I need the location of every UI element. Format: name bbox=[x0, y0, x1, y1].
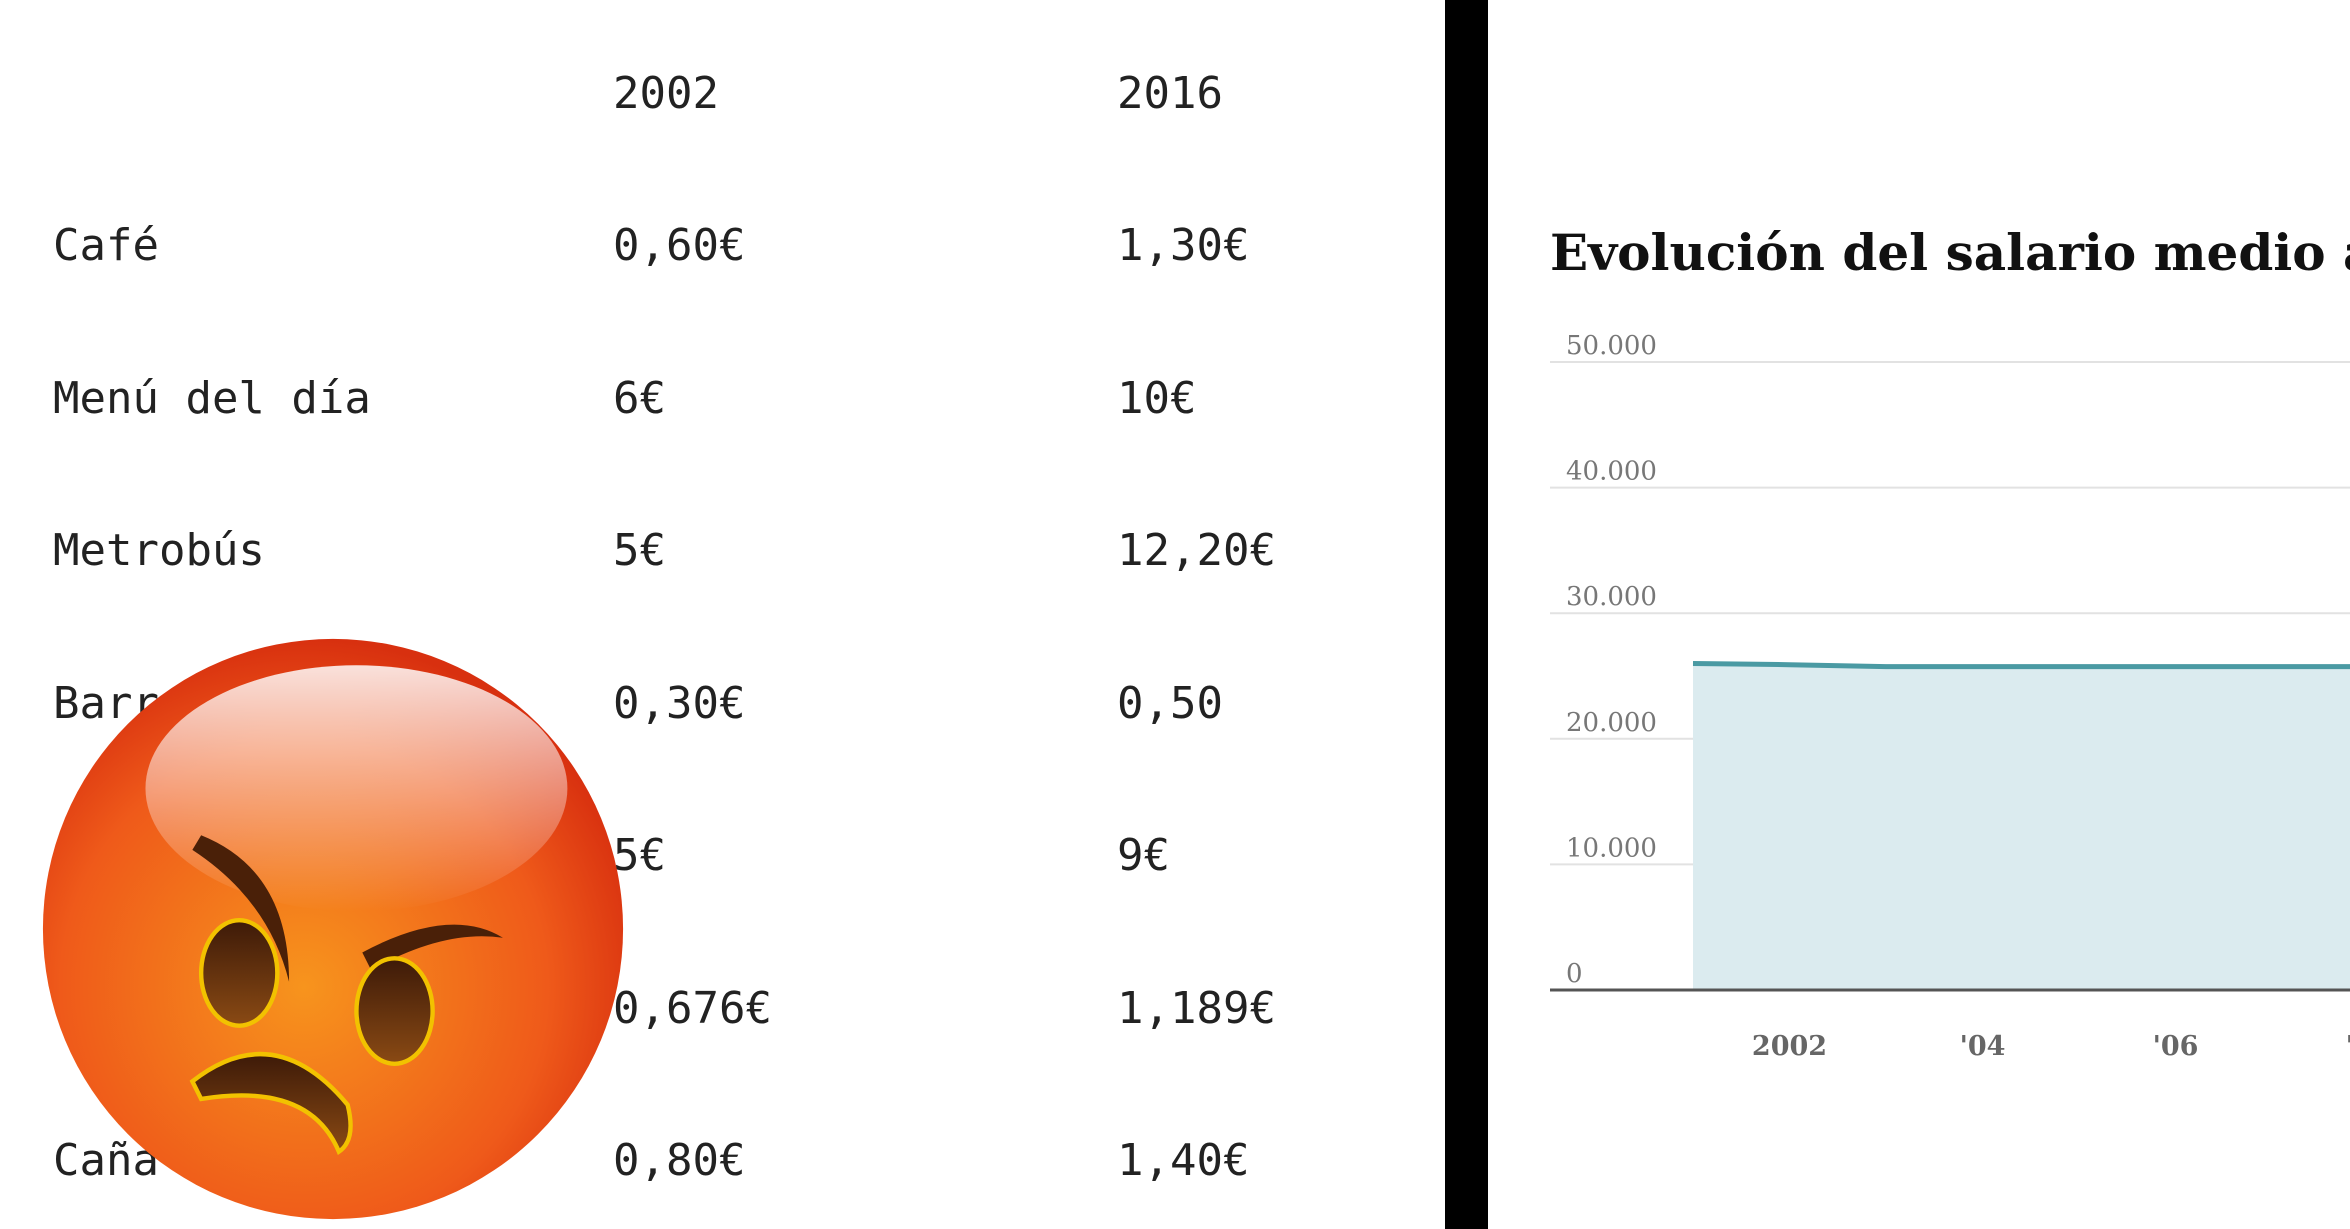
y-tick-label: 0 bbox=[1566, 959, 1583, 989]
salary-chart-panel: Evolución del salario medio a 0 10.000 20.0… bbox=[1488, 0, 2350, 1229]
x-tick-label: 2002 bbox=[1752, 1031, 1827, 1062]
y-tick-label: 30.000 bbox=[1566, 582, 1657, 612]
price-cell: 0,50 bbox=[1117, 677, 1223, 729]
y-tick-label: 10.000 bbox=[1566, 833, 1657, 863]
price-cell: 0,60€ bbox=[613, 220, 746, 271]
price-cell: 0,676€ bbox=[613, 982, 772, 1034]
price-cell: 0,30€ bbox=[613, 677, 746, 729]
salary-line bbox=[1692, 660, 2350, 670]
x-tick-label: '08 bbox=[2346, 1031, 2350, 1062]
x-tick-label: '04 bbox=[1960, 1031, 2006, 1062]
y-tick-label: 50.000 bbox=[1566, 331, 1657, 361]
panel-divider bbox=[1445, 0, 1488, 1229]
x-tick-label: '06 bbox=[2153, 1031, 2199, 1062]
price-cell: 9€ bbox=[1117, 830, 1170, 881]
price-cell: 5€ bbox=[613, 525, 666, 576]
price-cell: 1,30€ bbox=[1117, 220, 1250, 271]
price-cell: 6€ bbox=[613, 372, 666, 424]
price-cell: 10€ bbox=[1117, 372, 1197, 424]
salary-area-chart: Evolución del salario medio a 0 10.000 20.0… bbox=[1550, 223, 2350, 1062]
salary-area bbox=[1693, 663, 2350, 990]
y-tick-label: 20.000 bbox=[1566, 708, 1657, 738]
chart-title: Evolución del salario medio a bbox=[1550, 223, 2350, 282]
column-header: 2002 bbox=[613, 68, 719, 119]
row-label: Metrobús bbox=[53, 525, 265, 576]
row-label: Menú del día bbox=[53, 372, 371, 424]
price-cell: 1,189€ bbox=[1117, 982, 1276, 1034]
price-cell: 1,40€ bbox=[1117, 1135, 1250, 1186]
column-header: 2016 bbox=[1117, 68, 1223, 119]
angry-face-emoji-icon bbox=[42, 638, 624, 1220]
y-tick-label: 40.000 bbox=[1566, 457, 1657, 487]
row-label: Café bbox=[53, 220, 159, 271]
price-cell: 5€ bbox=[613, 830, 666, 881]
price-cell: 0,80€ bbox=[613, 1135, 746, 1186]
price-cell: 12,20€ bbox=[1117, 525, 1276, 576]
